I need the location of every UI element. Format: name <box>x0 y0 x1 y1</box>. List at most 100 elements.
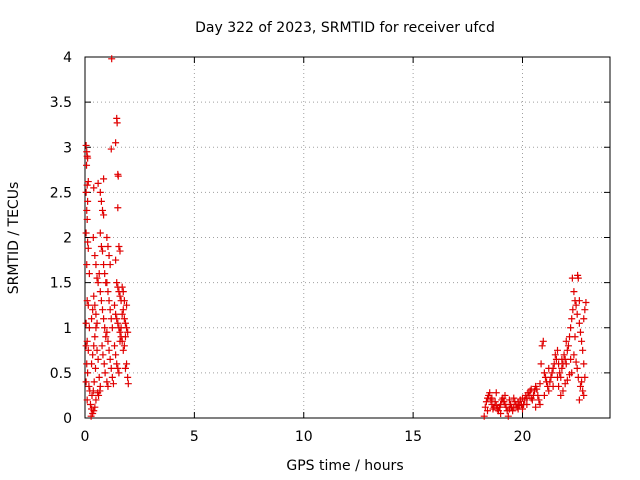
data-point <box>492 389 500 397</box>
data-point <box>91 301 99 309</box>
data-point <box>121 319 129 327</box>
data-point <box>108 324 116 332</box>
data-point <box>573 364 581 372</box>
data-point <box>523 400 531 408</box>
data-point <box>82 319 90 327</box>
data-point <box>82 378 90 386</box>
data-point <box>92 324 100 332</box>
data-point <box>83 215 91 223</box>
axes <box>84 56 611 419</box>
data-point <box>87 412 95 420</box>
data-point <box>554 346 561 354</box>
data-point <box>111 342 119 350</box>
data-point <box>86 400 94 408</box>
data-point <box>124 380 132 388</box>
data-point <box>120 297 128 305</box>
data-point <box>532 403 540 411</box>
data-point <box>545 387 553 395</box>
data-point <box>554 373 561 381</box>
data-point <box>99 351 107 359</box>
data-point <box>576 382 584 390</box>
y-tick-label: 2.5 <box>50 185 72 201</box>
data-point <box>567 355 575 363</box>
x-tick-label: 0 <box>81 429 90 445</box>
data-point <box>85 324 93 332</box>
data-point <box>560 351 568 359</box>
data-point <box>568 274 576 282</box>
data-point <box>92 364 99 372</box>
y-tick-label: 0.5 <box>50 366 72 382</box>
data-point <box>91 333 99 341</box>
data-point <box>109 380 117 388</box>
data-point <box>90 342 98 350</box>
data-point <box>509 407 517 415</box>
data-point <box>88 391 96 399</box>
data-point <box>107 145 115 153</box>
data-point <box>83 297 91 305</box>
chart-title: Day 322 of 2023, SRMTID for receiver ufc… <box>195 20 495 36</box>
data-point <box>106 306 114 314</box>
data-point <box>84 238 92 246</box>
data-point <box>88 360 96 368</box>
data-point <box>82 229 90 237</box>
y-tick-label: 1 <box>63 321 72 337</box>
data-point <box>89 351 97 359</box>
data-point <box>96 387 104 395</box>
data-point <box>99 247 106 255</box>
data-point <box>501 391 509 399</box>
data-point <box>540 369 548 377</box>
data-point <box>113 119 121 127</box>
data-point <box>118 310 126 318</box>
data-point <box>114 172 122 180</box>
data-point <box>120 342 128 350</box>
data-point <box>115 243 123 251</box>
y-tick-label: 0 <box>63 411 72 427</box>
data-point <box>519 394 526 402</box>
data-point <box>84 369 92 377</box>
data-point <box>567 324 575 332</box>
data-point <box>112 310 120 318</box>
data-point <box>101 324 109 332</box>
y-tick-label: 2 <box>63 231 72 247</box>
data-point <box>88 315 96 323</box>
data-point <box>574 373 582 381</box>
data-point <box>124 328 132 336</box>
data-point <box>527 385 535 393</box>
data-point <box>488 394 496 402</box>
data-point <box>114 319 122 327</box>
data-point <box>113 360 121 368</box>
data-point <box>113 279 121 287</box>
data-point <box>579 346 587 354</box>
data-point <box>574 274 582 282</box>
data-point <box>549 382 557 390</box>
data-point <box>536 380 544 388</box>
data-point <box>528 396 536 404</box>
data-point <box>94 279 102 287</box>
y-tick-label: 1.5 <box>50 276 72 292</box>
data-point <box>93 319 101 327</box>
data-point <box>103 328 111 336</box>
data-point <box>556 369 564 377</box>
data-point <box>537 360 545 368</box>
data-point <box>83 206 91 214</box>
data-point <box>100 315 108 323</box>
data-point <box>562 360 570 368</box>
data-point <box>83 161 91 169</box>
data-point <box>547 373 555 381</box>
grid-lines <box>85 57 610 418</box>
data-point <box>480 412 488 420</box>
data-point <box>106 355 114 363</box>
data-point <box>580 360 588 368</box>
data-point <box>572 358 580 366</box>
data-point <box>548 369 556 377</box>
data-point <box>85 270 93 278</box>
y-axis-label: SRMTID / TECUs <box>6 182 22 295</box>
data-point <box>580 391 588 399</box>
data-point <box>539 337 547 345</box>
data-point <box>91 403 99 411</box>
data-point <box>573 310 581 318</box>
data-point <box>569 306 577 314</box>
data-point <box>116 292 124 300</box>
data-point <box>118 283 126 291</box>
data-point <box>83 261 91 269</box>
